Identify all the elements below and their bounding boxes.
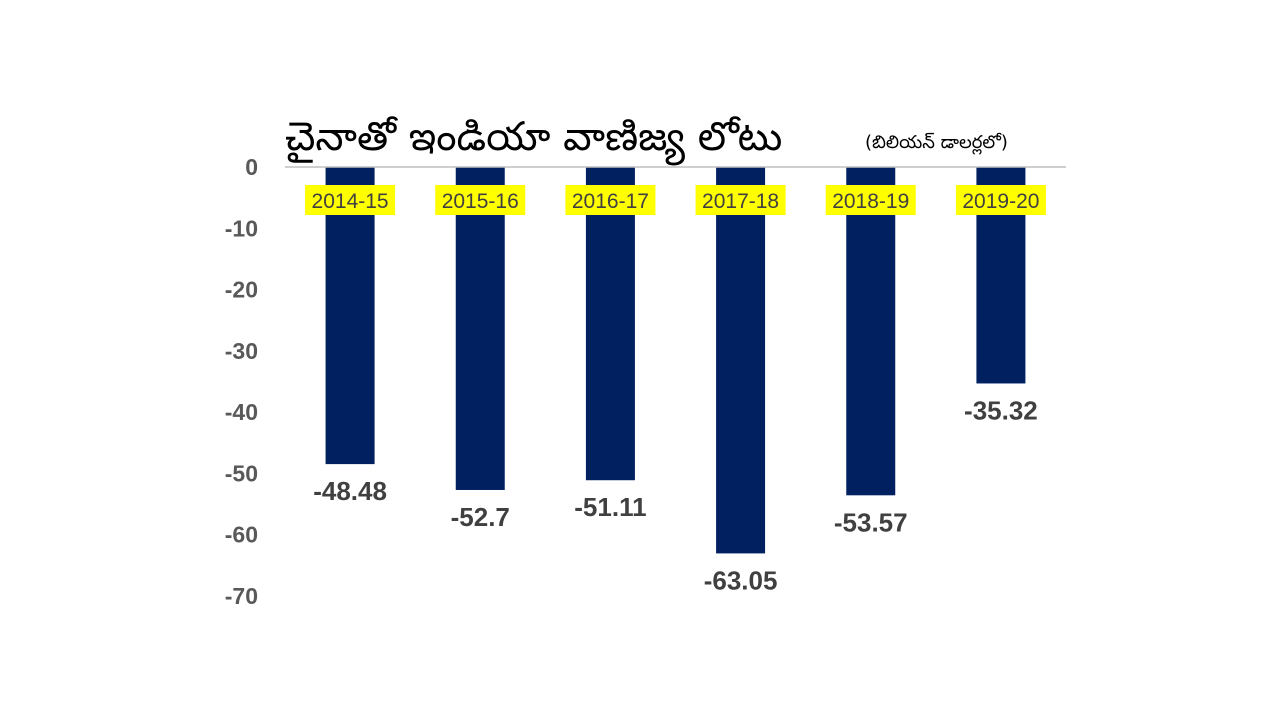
bar-2015-16 — [455, 167, 505, 490]
y-tick-label: 0 — [245, 154, 258, 180]
category-label: 2019-20 — [962, 190, 1039, 213]
category-labels: 2014-15 2015-16 2016-17 2017-18 2018-19 2019-… — [305, 185, 1046, 215]
y-tick-label: -60 — [225, 522, 258, 548]
category-label-group: 2016-17 — [565, 185, 656, 215]
bar-2017-18 — [716, 167, 766, 554]
category-label: 2018-19 — [832, 190, 909, 213]
category-highlight — [825, 185, 916, 215]
category-highlight — [565, 185, 656, 215]
data-labels: -48.48 -52.7 -51.11 -63.05 -53.57 -35.32 — [313, 395, 1038, 595]
bar-2018-19 — [846, 167, 896, 496]
category-label: 2017-18 — [702, 190, 779, 213]
category-label-group: 2018-19 — [825, 185, 916, 215]
data-label: -52.7 — [451, 502, 510, 532]
bars-layer — [325, 167, 1026, 554]
chart-subtitle: (బిలియన్ డాలర్లలో) — [865, 132, 1008, 155]
category-label-group: 2015-16 — [435, 185, 526, 215]
y-tick-label: -30 — [225, 338, 258, 364]
category-highlight — [955, 185, 1046, 215]
data-label: -48.48 — [313, 476, 387, 506]
chart-title: చైనాతో ఇండియా వాణిజ్య లోటు — [285, 114, 782, 166]
y-tick-label: -50 — [225, 460, 258, 486]
category-label: 2015-16 — [442, 190, 519, 213]
category-highlight — [695, 185, 786, 215]
y-tick-label: -20 — [225, 277, 258, 303]
category-highlight — [435, 185, 526, 215]
data-label: -53.57 — [834, 507, 908, 537]
data-label: -63.05 — [704, 565, 778, 595]
y-axis-ticks: 0 -10 -20 -30 -40 -50 -60 -70 — [225, 154, 258, 609]
category-label: 2014-15 — [312, 190, 389, 213]
category-label-group: 2017-18 — [695, 185, 786, 215]
data-label: -51.11 — [574, 492, 646, 522]
y-tick-label: -40 — [225, 399, 258, 425]
y-tick-label: -10 — [225, 215, 258, 241]
data-label: -35.32 — [964, 395, 1038, 425]
category-highlight — [305, 185, 396, 215]
category-label: 2016-17 — [572, 190, 649, 213]
y-tick-label: -70 — [225, 583, 258, 609]
category-label-group: 2014-15 — [305, 185, 396, 215]
bar-2016-17 — [585, 167, 635, 481]
bar-2014-15 — [325, 167, 375, 465]
category-label-group: 2019-20 — [955, 185, 1046, 215]
